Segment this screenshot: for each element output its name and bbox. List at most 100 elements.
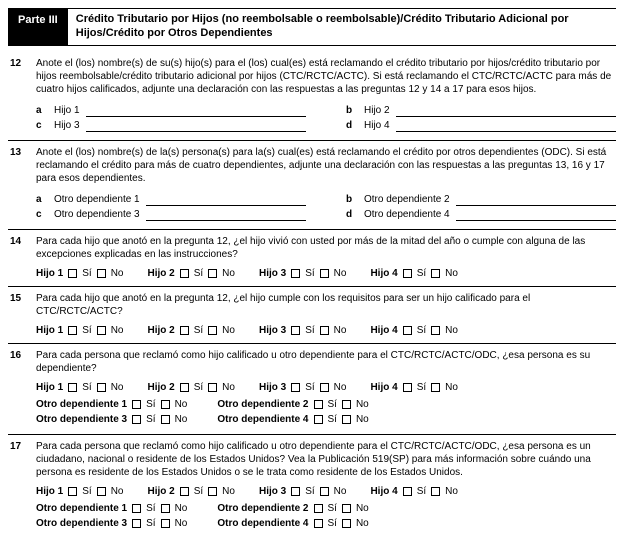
q13-d-input[interactable] bbox=[456, 209, 616, 221]
q17-dep2-no-checkbox[interactable] bbox=[342, 504, 351, 513]
q16-dep2-si-label: Sí bbox=[328, 398, 337, 411]
q15-hijo4-si-checkbox[interactable] bbox=[403, 326, 412, 335]
q12-a-input[interactable] bbox=[86, 105, 306, 117]
q13-a-input[interactable] bbox=[146, 194, 306, 206]
q15-hijo1-no-label: No bbox=[111, 324, 124, 337]
q16-yn-row: Hijo 1SíNoHijo 2SíNoHijo 3SíNoHijo 4SíNo bbox=[36, 381, 616, 394]
q17-hijo1-si-checkbox[interactable] bbox=[68, 487, 77, 496]
q12-d-letter: d bbox=[346, 119, 358, 132]
q16-hijo2-si-label: Sí bbox=[194, 381, 203, 394]
q15-hijo1-si-checkbox[interactable] bbox=[68, 326, 77, 335]
q17-dep4-si-label: Sí bbox=[328, 517, 337, 530]
q17-dep3-si-checkbox[interactable] bbox=[132, 519, 141, 528]
q16-hijo2-no-label: No bbox=[222, 381, 235, 394]
q13-c-label: Otro dependiente 3 bbox=[54, 208, 140, 221]
q14-hijo4-no-checkbox[interactable] bbox=[431, 269, 440, 278]
q16-hijo2-no-checkbox[interactable] bbox=[208, 383, 217, 392]
q17-dep2-label: Otro dependiente 2 bbox=[217, 502, 308, 515]
q17-dep1-label: Otro dependiente 1 bbox=[36, 502, 127, 515]
q15-hijo3-si-checkbox[interactable] bbox=[291, 326, 300, 335]
q17-hijo2-no-label: No bbox=[222, 485, 235, 498]
q16-dep2-no-checkbox[interactable] bbox=[342, 400, 351, 409]
q17-dep3-no-checkbox[interactable] bbox=[161, 519, 170, 528]
q12-c-input[interactable] bbox=[86, 120, 306, 132]
q15-hijo2-no-label: No bbox=[222, 324, 235, 337]
q17-hijo4-si-checkbox[interactable] bbox=[403, 487, 412, 496]
q16-hijo1-no-label: No bbox=[111, 381, 124, 394]
q17-dep4-no-checkbox[interactable] bbox=[342, 519, 351, 528]
q17-dep1-si-checkbox[interactable] bbox=[132, 504, 141, 513]
q17-dep4-si-checkbox[interactable] bbox=[314, 519, 323, 528]
q15-text: Para cada hijo que anotó en la pregunta … bbox=[36, 292, 616, 318]
q14-hijo3-no-label: No bbox=[334, 267, 347, 280]
q16-dep2-no-label: No bbox=[356, 398, 369, 411]
q15-hijo4-no-checkbox[interactable] bbox=[431, 326, 440, 335]
q16-dep1-no-checkbox[interactable] bbox=[161, 400, 170, 409]
q16-dep1-si-label: Sí bbox=[146, 398, 155, 411]
q16-hijo3-no-checkbox[interactable] bbox=[320, 383, 329, 392]
q17-hijo2-no-checkbox[interactable] bbox=[208, 487, 217, 496]
q16-dep4-no-checkbox[interactable] bbox=[342, 415, 351, 424]
q16-dep1-si-checkbox[interactable] bbox=[132, 400, 141, 409]
q15-hijo1-no-checkbox[interactable] bbox=[97, 326, 106, 335]
q16-dep3-si-checkbox[interactable] bbox=[132, 415, 141, 424]
q17-hijo2-si-checkbox[interactable] bbox=[180, 487, 189, 496]
q17-dep2-si-label: Sí bbox=[328, 502, 337, 515]
q15-hijo1-si-label: Sí bbox=[82, 324, 91, 337]
q17-hijo4-no-checkbox[interactable] bbox=[431, 487, 440, 496]
q17-dep2-no-label: No bbox=[356, 502, 369, 515]
q17-dep-rows: Otro dependiente 1 Sí No Otro dependiente 2… bbox=[36, 502, 616, 530]
q14-hijo1-si-checkbox[interactable] bbox=[68, 269, 77, 278]
q14-hijo4-si-checkbox[interactable] bbox=[403, 269, 412, 278]
part-title: Crédito Tributario por Hijos (no reembol… bbox=[68, 9, 616, 45]
q16-hijo4-si-checkbox[interactable] bbox=[403, 383, 412, 392]
q15-hijo3-label: Hijo 3 bbox=[259, 324, 286, 337]
q16-hijo3-label: Hijo 3 bbox=[259, 381, 286, 394]
q16-hijo2-si-checkbox[interactable] bbox=[180, 383, 189, 392]
q14-hijo2-no-checkbox[interactable] bbox=[208, 269, 217, 278]
q14-hijo2-si-checkbox[interactable] bbox=[180, 269, 189, 278]
q16-hijo1-si-label: Sí bbox=[82, 381, 91, 394]
q17-hijo3-si-label: Sí bbox=[305, 485, 314, 498]
question-15: 15 Para cada hijo que anotó en la pregun… bbox=[8, 286, 616, 343]
q17-text: Para cada persona que reclamó como hijo … bbox=[36, 440, 616, 479]
q16-hijo2-label: Hijo 2 bbox=[147, 381, 174, 394]
q16-hijo4-si-label: Sí bbox=[417, 381, 426, 394]
q15-hijo3-no-checkbox[interactable] bbox=[320, 326, 329, 335]
question-14: 14 Para cada hijo que anotó en la pregun… bbox=[8, 229, 616, 286]
q17-dep3-si-label: Sí bbox=[146, 517, 155, 530]
q17-dep1-no-checkbox[interactable] bbox=[161, 504, 170, 513]
q13-c-letter: c bbox=[36, 208, 48, 221]
q17-hijo4-group: Hijo 4SíNo bbox=[370, 485, 457, 498]
q14-hijo3-si-checkbox[interactable] bbox=[291, 269, 300, 278]
q14-hijo2-label: Hijo 2 bbox=[147, 267, 174, 280]
q14-hijo1-no-checkbox[interactable] bbox=[97, 269, 106, 278]
q16-dep4-si-checkbox[interactable] bbox=[314, 415, 323, 424]
q15-hijo2-group: Hijo 2SíNo bbox=[147, 324, 234, 337]
q17-dep2-si-checkbox[interactable] bbox=[314, 504, 323, 513]
q12-b-input[interactable] bbox=[396, 105, 616, 117]
q15-hijo4-si-label: Sí bbox=[417, 324, 426, 337]
q15-hijo2-no-checkbox[interactable] bbox=[208, 326, 217, 335]
q16-dep2-si-checkbox[interactable] bbox=[314, 400, 323, 409]
q14-hijo3-group: Hijo 3SíNo bbox=[259, 267, 346, 280]
q14-hijo2-si-label: Sí bbox=[194, 267, 203, 280]
q13-c-input[interactable] bbox=[146, 209, 306, 221]
q14-hijo3-no-checkbox[interactable] bbox=[320, 269, 329, 278]
q17-hijo3-no-checkbox[interactable] bbox=[320, 487, 329, 496]
q17-dep3-group: Otro dependiente 3SíNo bbox=[36, 517, 187, 530]
q17-hijo3-si-checkbox[interactable] bbox=[291, 487, 300, 496]
q12-d-input[interactable] bbox=[396, 120, 616, 132]
q16-hijo1-label: Hijo 1 bbox=[36, 381, 63, 394]
q17-dep4-label: Otro dependiente 4 bbox=[217, 517, 308, 530]
q16-hijo4-no-checkbox[interactable] bbox=[431, 383, 440, 392]
q16-hijo3-si-checkbox[interactable] bbox=[291, 383, 300, 392]
q12-c-letter: c bbox=[36, 119, 48, 132]
q16-hijo3-group: Hijo 3SíNo bbox=[259, 381, 346, 394]
q13-b-input[interactable] bbox=[456, 194, 616, 206]
q17-hijo1-no-checkbox[interactable] bbox=[97, 487, 106, 496]
q16-dep3-no-checkbox[interactable] bbox=[161, 415, 170, 424]
q15-hijo2-si-checkbox[interactable] bbox=[180, 326, 189, 335]
q16-hijo1-si-checkbox[interactable] bbox=[68, 383, 77, 392]
q16-hijo1-no-checkbox[interactable] bbox=[97, 383, 106, 392]
